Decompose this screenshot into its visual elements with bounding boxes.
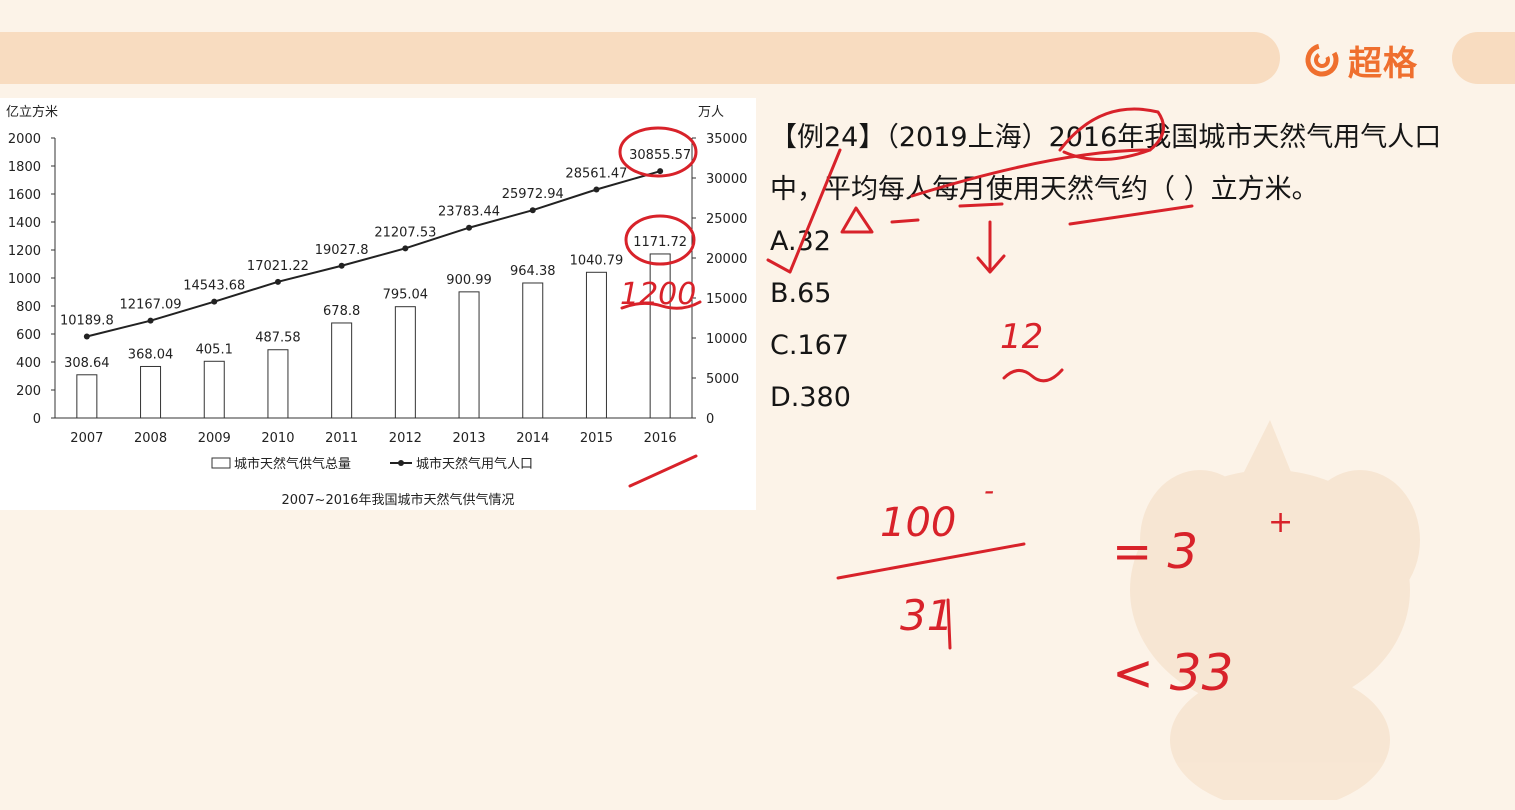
line-point	[274, 278, 281, 285]
chart-panel: 亿立方米 万人 0 200 400 600 800 1000 1200 1400 1600 180…	[0, 98, 756, 510]
x-tick-label: 2007	[70, 431, 103, 446]
line-point	[593, 186, 600, 193]
bar-value-label: 308.64	[64, 356, 110, 371]
line-value-label: 23783.44	[438, 205, 500, 220]
right-tick-label: 0	[706, 412, 714, 427]
bar	[140, 365, 162, 419]
brand-name: 超格	[1348, 43, 1418, 84]
right-tick-label: 20000	[706, 252, 747, 267]
x-tick-label: 2014	[516, 431, 549, 446]
chart-svg: 亿立方米 万人 0 200 400 600 800 1000 1200 1400 1600 180…	[6, 104, 747, 508]
right-tick-label: 35000	[706, 132, 747, 147]
bar-value-label: 487.58	[255, 331, 301, 346]
x-tick-label: 2013	[453, 431, 486, 446]
bar	[394, 306, 416, 419]
option-c[interactable]: C.167	[770, 330, 849, 361]
population-line	[86, 170, 661, 338]
plot-area: 0200400600800100012001400160018002000050…	[8, 132, 747, 472]
x-tick-label: 2015	[580, 431, 613, 446]
left-tick-label: 1800	[8, 160, 41, 175]
bar	[331, 322, 353, 419]
right-tick-label: 15000	[706, 292, 747, 307]
header-pill	[1452, 32, 1515, 84]
left-tick-label: 1000	[8, 272, 41, 287]
question-line-2: 中，平均每人每月使用天然气约（ ）立方米。	[770, 174, 1319, 205]
left-tick-label: 400	[16, 356, 41, 371]
bar	[522, 282, 544, 419]
legend-bar-label: 城市天然气供气总量	[234, 456, 351, 472]
x-tick-label: 2009	[198, 431, 231, 446]
line-value-label: 21207.53	[374, 225, 436, 240]
question-line-1: 【例24】（2019上海）2016年我国城市天然气用气人口	[770, 122, 1442, 153]
line-value-label: 12167.09	[120, 298, 182, 313]
bar-value-label: 795.04	[383, 288, 429, 303]
line-point	[466, 224, 473, 231]
line-point	[657, 168, 664, 175]
question-block: 【例24】（2019上海）2016年我国城市天然气用气人口 中，平均每人每月使用…	[770, 112, 1500, 424]
bar	[458, 291, 480, 419]
bar-value-label: 405.1	[196, 342, 233, 357]
line-value-label: 10189.8	[60, 313, 114, 328]
bar-value-label: 678.8	[323, 304, 360, 319]
x-tick-label: 2012	[389, 431, 422, 446]
line-point	[529, 207, 536, 214]
left-tick-label: 200	[16, 384, 41, 399]
legend-line-marker	[398, 460, 404, 466]
line-value-label: 28561.47	[565, 167, 627, 182]
right-tick-label: 30000	[706, 172, 747, 187]
bar-value-label: 1040.79	[570, 253, 624, 268]
note-minus: -	[984, 474, 994, 507]
bar-value-label: 900.99	[446, 273, 492, 288]
bar	[76, 374, 98, 419]
left-tick-label: 600	[16, 328, 41, 343]
line-point	[402, 245, 409, 252]
note-31: 31	[900, 591, 953, 640]
right-tick-label: 10000	[706, 332, 747, 347]
bar	[649, 253, 671, 419]
mascot-watermark	[1130, 420, 1420, 800]
line-point	[211, 298, 218, 305]
note-100: 100	[880, 500, 956, 546]
option-b[interactable]: B.65	[770, 278, 832, 309]
x-tick-label: 2008	[134, 431, 167, 446]
left-tick-label: 0	[33, 412, 41, 427]
x-tick-label: 2010	[261, 431, 294, 446]
left-tick-label: 1200	[8, 244, 41, 259]
bar	[585, 271, 607, 419]
line-point	[83, 333, 90, 340]
bar	[203, 360, 225, 419]
fraction-bar	[836, 542, 1026, 580]
left-tick-label: 1600	[8, 188, 41, 203]
left-tick-label: 1400	[8, 216, 41, 231]
right-axis-label: 万人	[698, 105, 724, 120]
bar-value-label: 964.38	[510, 264, 556, 279]
line-value-label: 17021.22	[247, 259, 309, 274]
line-point	[338, 262, 345, 269]
line-value-label: 19027.8	[315, 243, 369, 258]
x-tick-label: 2016	[644, 431, 677, 446]
line-value-label: 14543.68	[183, 279, 245, 294]
line-value-label: 25972.94	[502, 187, 564, 202]
bar-value-label: 1171.72	[633, 235, 687, 250]
legend-line-label: 城市天然气用气人口	[416, 456, 533, 472]
stroke-31	[946, 598, 952, 650]
brand-logo-icon	[1305, 43, 1339, 77]
line-point	[147, 317, 154, 324]
option-a[interactable]: A.32	[770, 226, 831, 257]
chart-title: 2007~2016年我国城市天然气供气情况	[281, 492, 514, 508]
brand-logo: 超格	[1304, 38, 1418, 84]
bar-value-label: 368.04	[128, 347, 174, 362]
option-d[interactable]: D.380	[770, 382, 851, 413]
legend-bar-swatch	[211, 457, 231, 469]
left-tick-label: 2000	[8, 132, 41, 147]
left-tick-label: 800	[16, 300, 41, 315]
left-axis-label: 亿立方米	[6, 104, 58, 120]
right-tick-label: 25000	[706, 212, 747, 227]
header-bar	[0, 32, 1280, 84]
right-tick-label: 5000	[706, 372, 739, 387]
x-tick-label: 2011	[325, 431, 358, 446]
bar	[267, 349, 289, 419]
line-value-label: 30855.57	[629, 148, 691, 163]
